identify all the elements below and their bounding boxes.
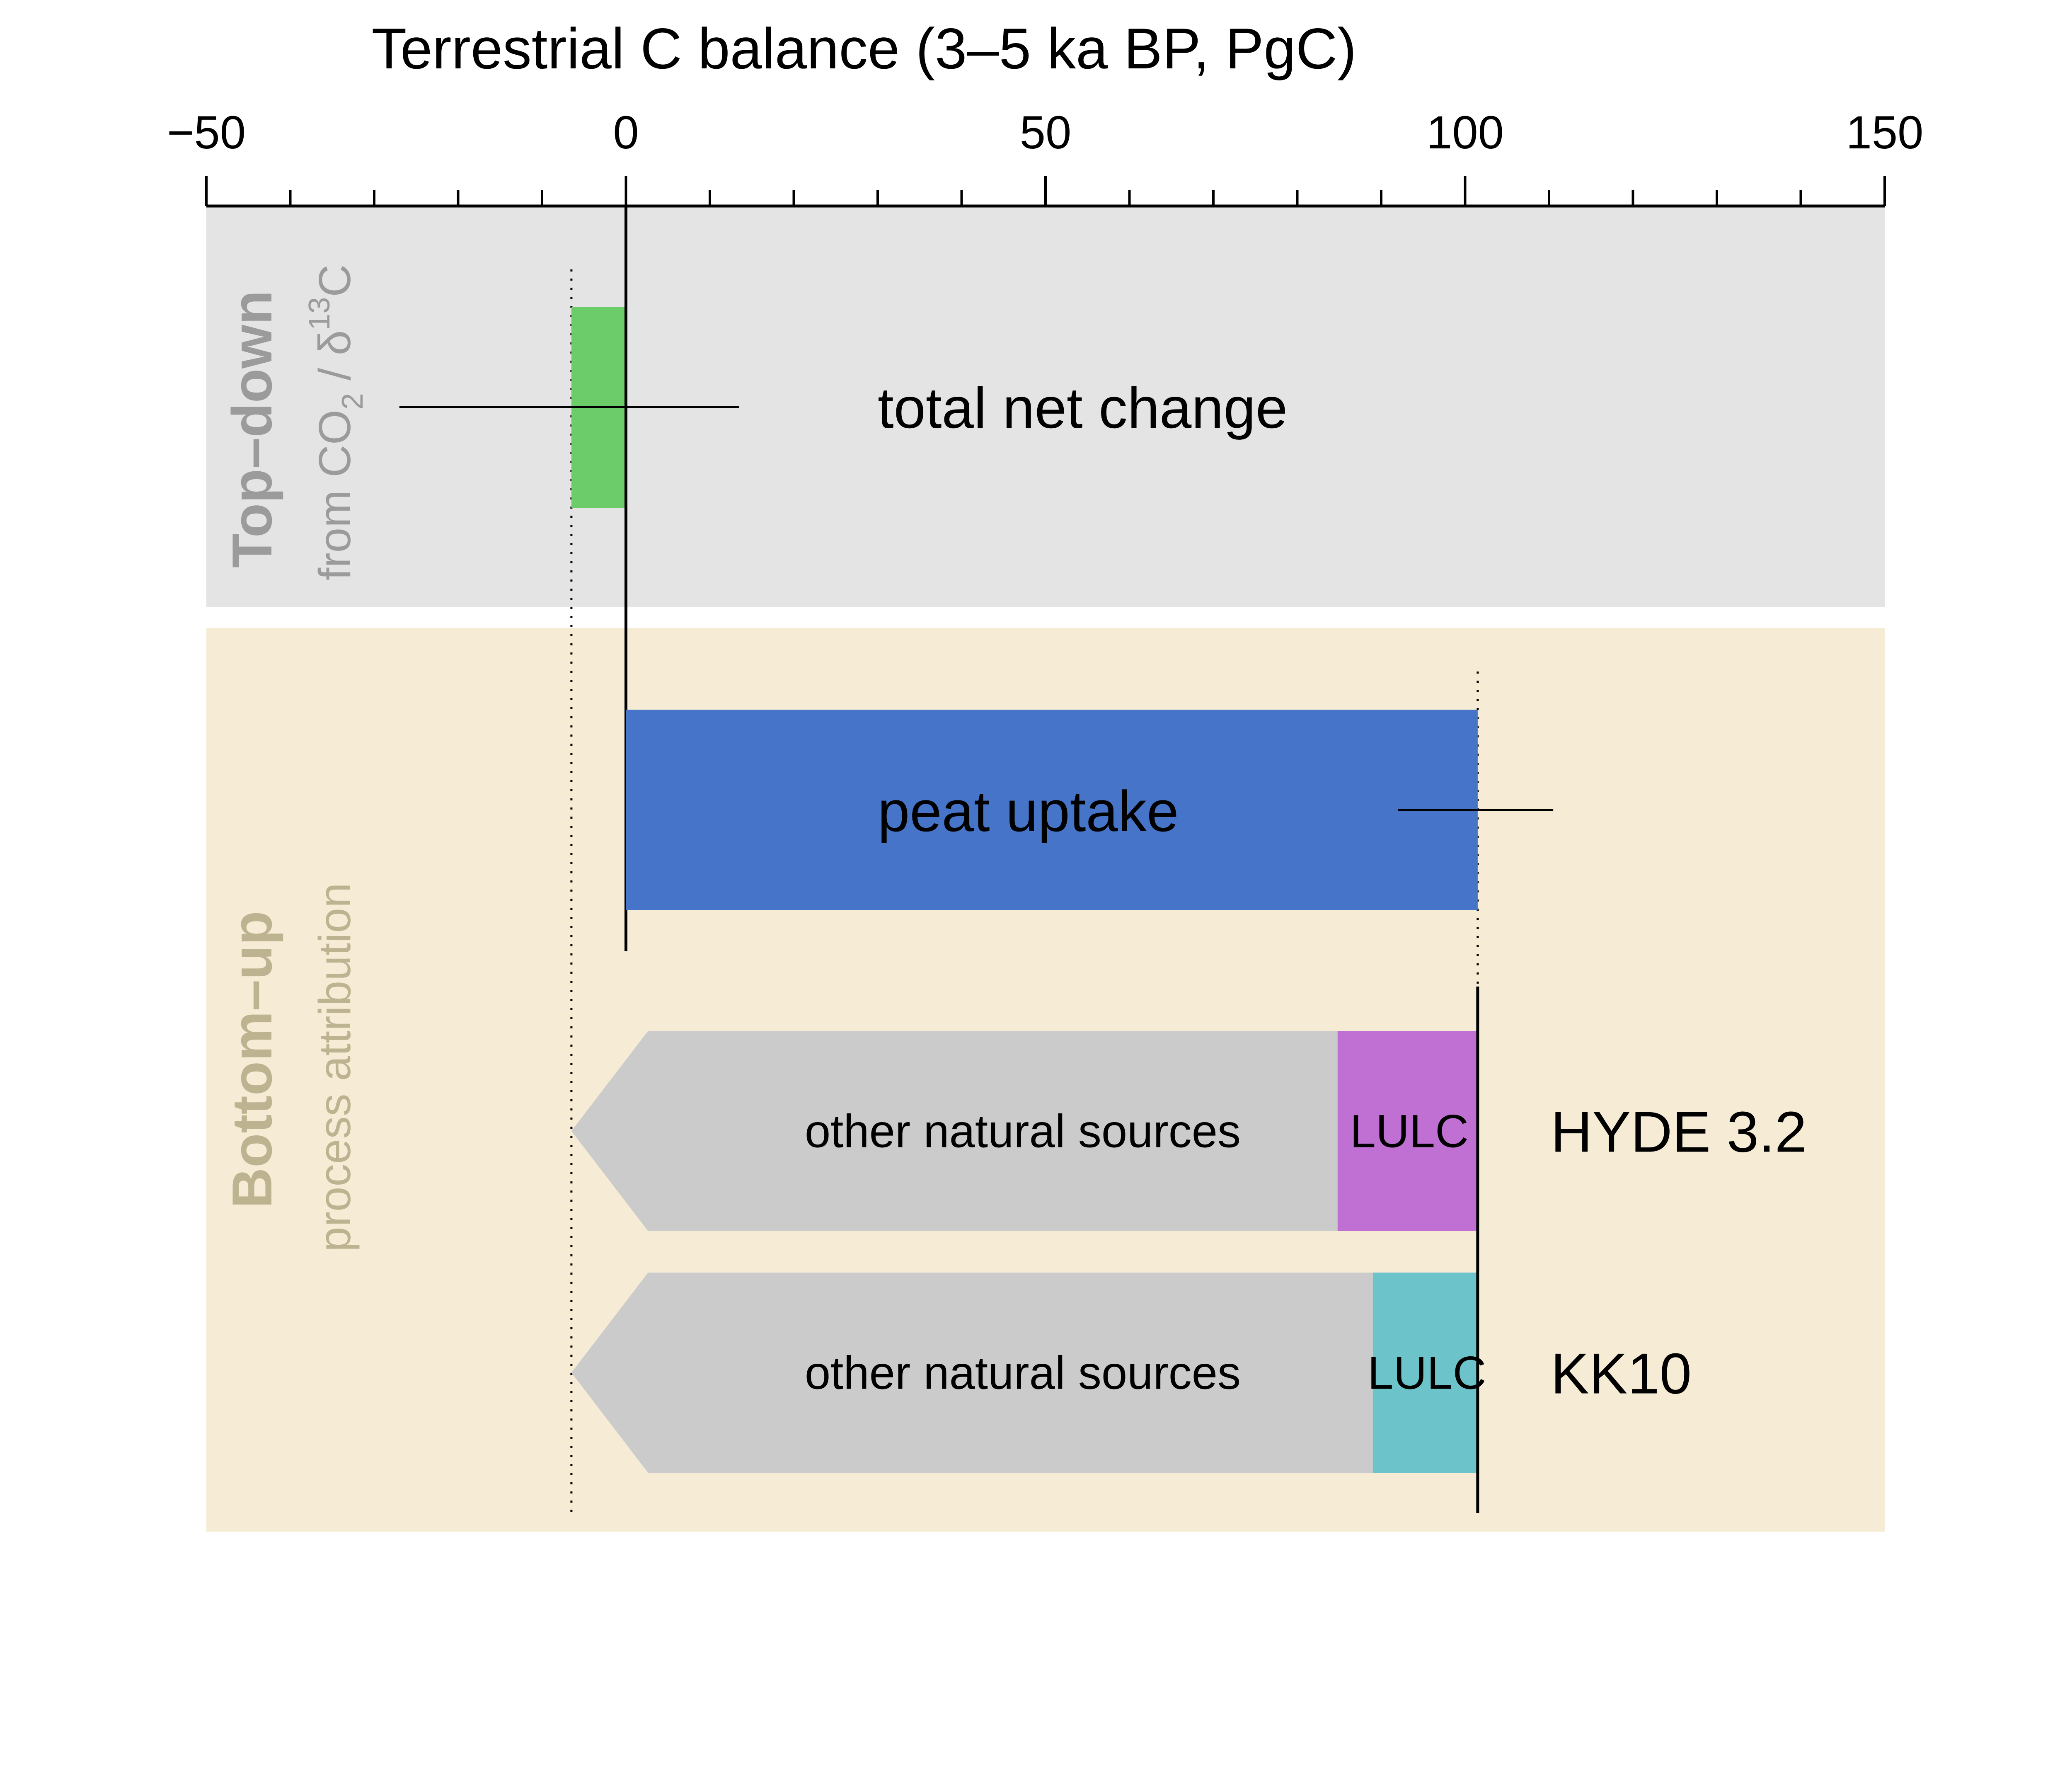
peat-uptake-label: peat uptake: [878, 779, 1179, 844]
lulc-segment: [1372, 1273, 1478, 1473]
x-axis: −50 0 50 100 150: [167, 107, 1924, 208]
lulc-label: LULC: [1350, 1106, 1469, 1157]
x-tick-label: 100: [1426, 107, 1504, 158]
peat-uptake-bar: [626, 710, 1478, 910]
bottom-up-panel-title: Bottom–up: [220, 911, 283, 1208]
other-natural-sources-arrow: [571, 1031, 1338, 1231]
other-natural-sources-label: other natural sources: [805, 1347, 1241, 1399]
dataset-label: KK10: [1551, 1342, 1692, 1406]
total-net-change-label: total net change: [878, 376, 1288, 440]
top-down-panel-title: Top–down: [220, 290, 283, 568]
lulc-segment: [1337, 1031, 1478, 1231]
x-tick-label: 0: [613, 107, 639, 158]
dataset-label: HYDE 3.2: [1551, 1100, 1807, 1164]
x-tick-label: −50: [167, 107, 246, 158]
bottom-up-panel-subtitle: process attribution: [310, 882, 360, 1252]
bars: total net change peat uptake other natural…: [399, 207, 1807, 1513]
x-tick-label: 150: [1846, 107, 1924, 158]
other-natural-sources-arrow: [571, 1273, 1373, 1473]
lulc-label: LULC: [1368, 1347, 1486, 1399]
other-natural-sources-label: other natural sources: [805, 1106, 1241, 1157]
x-axis-title: Terrestrial C balance (3–5 ka BP, PgC): [372, 17, 1357, 81]
x-tick-label: 50: [1020, 107, 1072, 158]
top-down-panel-subtitle: from CO2 / δ13C: [303, 264, 369, 580]
